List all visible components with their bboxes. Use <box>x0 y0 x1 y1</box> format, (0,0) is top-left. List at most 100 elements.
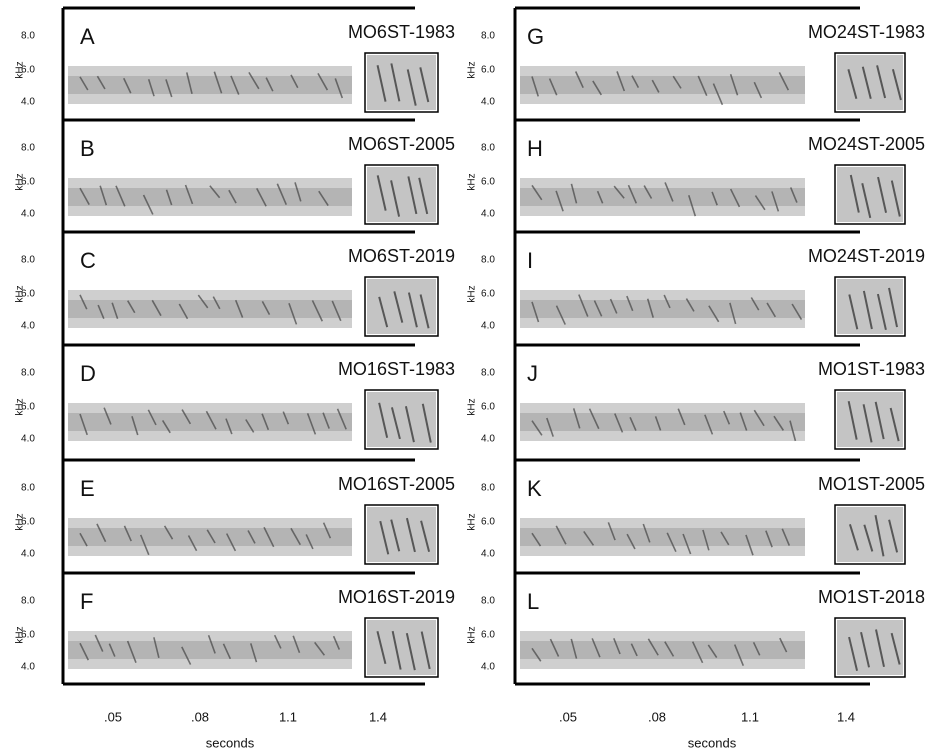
syllable <box>570 183 578 204</box>
y-tick-label: 6.0 <box>481 630 495 641</box>
syllable <box>290 74 299 89</box>
spectrogram-band <box>520 188 805 206</box>
syllable <box>753 81 763 99</box>
y-axis-label: kHz <box>15 173 26 190</box>
syllable <box>682 533 692 555</box>
inset <box>364 504 439 565</box>
syllable <box>626 533 636 550</box>
syllable <box>531 301 540 323</box>
syllable <box>161 420 171 434</box>
syllable <box>630 643 638 657</box>
syllable <box>234 299 244 318</box>
inset-syllable <box>848 294 859 330</box>
syllable <box>318 190 329 206</box>
syllable <box>209 185 221 199</box>
panel-letter: C <box>80 248 96 273</box>
syllable <box>588 408 600 430</box>
syllable <box>165 79 173 98</box>
spectrogram <box>520 518 805 556</box>
syllable <box>290 527 302 546</box>
inset-syllable <box>888 287 899 328</box>
y-tick-label: 8.0 <box>481 368 495 379</box>
y-tick-label: 8.0 <box>481 255 495 266</box>
inset-syllable <box>889 407 900 442</box>
inset-syllable <box>847 69 858 99</box>
inset-syllable <box>890 632 901 665</box>
inset-syllable <box>877 176 888 213</box>
syllable <box>627 184 638 204</box>
syllable <box>115 185 126 207</box>
syllable <box>79 76 89 91</box>
syllable <box>691 641 704 664</box>
y-tick-label: 6.0 <box>21 402 35 413</box>
syllable <box>688 195 697 217</box>
inset-syllable <box>376 65 387 102</box>
syllable <box>739 412 748 431</box>
inset-bg <box>367 279 436 334</box>
y-tick-label: 4.0 <box>481 321 495 332</box>
syllable <box>273 634 282 649</box>
inset-syllable <box>378 402 389 438</box>
syllable <box>103 407 112 425</box>
inset-syllable <box>891 68 902 101</box>
syllable <box>151 299 162 317</box>
inset-syllable <box>876 293 887 331</box>
syllable <box>697 75 708 96</box>
spectrogram <box>68 66 352 104</box>
inset <box>834 389 906 450</box>
y-tick-label: 4.0 <box>481 209 495 220</box>
syllable <box>322 412 330 429</box>
inset-syllable <box>390 407 401 440</box>
syllable <box>306 413 317 435</box>
syllable <box>79 294 88 310</box>
inset-frame <box>364 504 439 565</box>
y-tick-label: 4.0 <box>21 662 35 673</box>
panel-letter: D <box>80 361 96 386</box>
y-tick-label: 8.0 <box>21 596 35 607</box>
inset <box>364 617 439 678</box>
syllable <box>317 72 329 91</box>
inset-syllable <box>378 296 389 328</box>
y-axis-label: kHz <box>15 513 26 530</box>
y-axis-label: kHz <box>467 398 478 415</box>
y-axis-label: kHz <box>15 626 26 643</box>
inset-syllable <box>390 63 401 102</box>
syllable <box>791 303 803 320</box>
syllable <box>123 525 132 542</box>
y-tick-label: 8.0 <box>481 483 495 494</box>
syllable <box>778 72 790 91</box>
spectrogram <box>520 178 805 217</box>
inset-syllable <box>863 524 874 552</box>
inset-syllable <box>419 294 430 329</box>
panel-title: MO1ST-2005 <box>818 474 925 494</box>
syllable <box>288 302 298 325</box>
inset-frame <box>364 276 439 337</box>
inset-syllable <box>404 406 415 443</box>
inset-syllable <box>419 67 430 103</box>
syllable <box>781 528 791 546</box>
y-tick-label: 6.0 <box>481 402 495 413</box>
panel-title: MO1ST-1983 <box>818 359 925 379</box>
syllable <box>723 410 731 425</box>
syllable <box>646 298 654 318</box>
y-tick-label: 6.0 <box>481 65 495 76</box>
syllable <box>753 409 765 427</box>
syllable <box>720 531 730 546</box>
panel-title: MO24ST-2019 <box>808 246 925 266</box>
y-tick-label: 6.0 <box>21 177 35 188</box>
inset-syllable <box>875 629 885 668</box>
syllable <box>789 187 798 203</box>
inset-syllable <box>376 175 387 211</box>
inset-syllable <box>848 524 859 551</box>
spectrogram-band <box>68 641 352 659</box>
syllable <box>642 523 651 543</box>
syllable <box>616 71 626 92</box>
panel-letter: G <box>527 24 544 49</box>
syllable <box>282 411 290 425</box>
inset <box>364 276 439 337</box>
inset-syllable <box>390 180 401 217</box>
syllable <box>631 75 640 88</box>
y-tick-label: 4.0 <box>481 434 495 445</box>
syllable <box>213 71 223 94</box>
